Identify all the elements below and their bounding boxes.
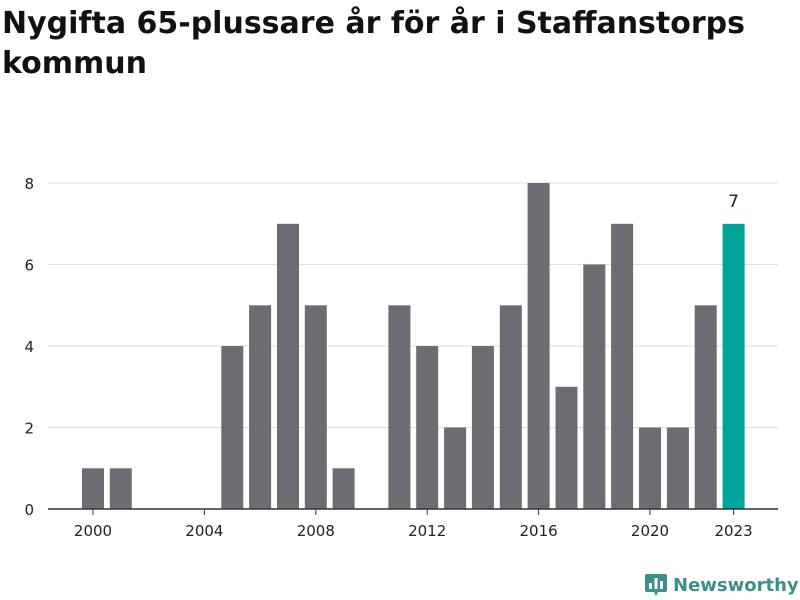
bar-2009 — [332, 468, 355, 510]
bar-2022 — [694, 305, 717, 510]
bar-2019 — [611, 223, 634, 510]
bars — [82, 183, 745, 510]
bar-2023 — [722, 223, 745, 510]
bar-chart-icon — [645, 574, 667, 596]
bar-2000 — [82, 468, 104, 510]
bar-2013 — [444, 427, 467, 509]
y-tick-label: 6 — [24, 257, 34, 275]
bar-2012 — [416, 346, 439, 509]
data-label-highlight: 7 — [728, 192, 739, 212]
x-tick-label: 2000 — [74, 522, 112, 540]
x-tick-label: 2016 — [520, 522, 558, 540]
bar-2006 — [249, 305, 272, 510]
axes — [48, 508, 778, 515]
x-tick-label: 2020 — [631, 522, 669, 540]
bar-2011 — [388, 305, 411, 510]
x-tick-label: 2008 — [297, 522, 335, 540]
y-tick-label: 4 — [24, 338, 34, 356]
x-tick-label: 2004 — [185, 522, 223, 540]
bar-2020 — [639, 427, 661, 509]
labels: 0 2 4 6 8 2000 2004 2008 2012 2016 2020 2023 7 — [24, 175, 752, 540]
bar-2018 — [583, 264, 606, 509]
newsworthy-logo: Newsworthy — [645, 570, 799, 600]
bar-2014 — [471, 346, 494, 509]
bar-2001 — [109, 468, 132, 510]
x-tick-label: 2012 — [408, 522, 446, 540]
bar-2005 — [221, 346, 244, 509]
x-tick-label: 2023 — [714, 522, 752, 540]
bar-2007 — [277, 223, 299, 510]
gridlines — [48, 182, 778, 428]
y-tick-label: 2 — [24, 420, 34, 438]
bar-2008 — [304, 305, 327, 510]
chart-title: Nygifta 65-plussare år för år i Staffans… — [2, 6, 745, 81]
bar-2017 — [555, 386, 578, 510]
brand-name: Newsworthy — [673, 574, 799, 596]
bar-2016 — [527, 183, 550, 509]
y-tick-label: 0 — [24, 501, 34, 519]
y-tick-label: 8 — [24, 175, 34, 193]
bar-2015 — [499, 305, 522, 510]
bar-2021 — [666, 427, 689, 509]
